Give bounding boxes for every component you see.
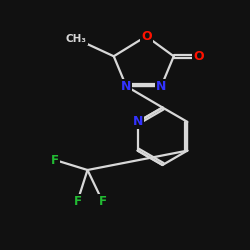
Text: N: N (121, 80, 132, 93)
Text: O: O (194, 50, 204, 63)
Text: F: F (98, 195, 106, 208)
Text: N: N (132, 116, 143, 128)
Text: N: N (156, 80, 166, 93)
Text: CH₃: CH₃ (66, 34, 87, 44)
Text: F: F (74, 195, 82, 208)
Text: F: F (51, 154, 59, 166)
Text: O: O (141, 30, 152, 43)
